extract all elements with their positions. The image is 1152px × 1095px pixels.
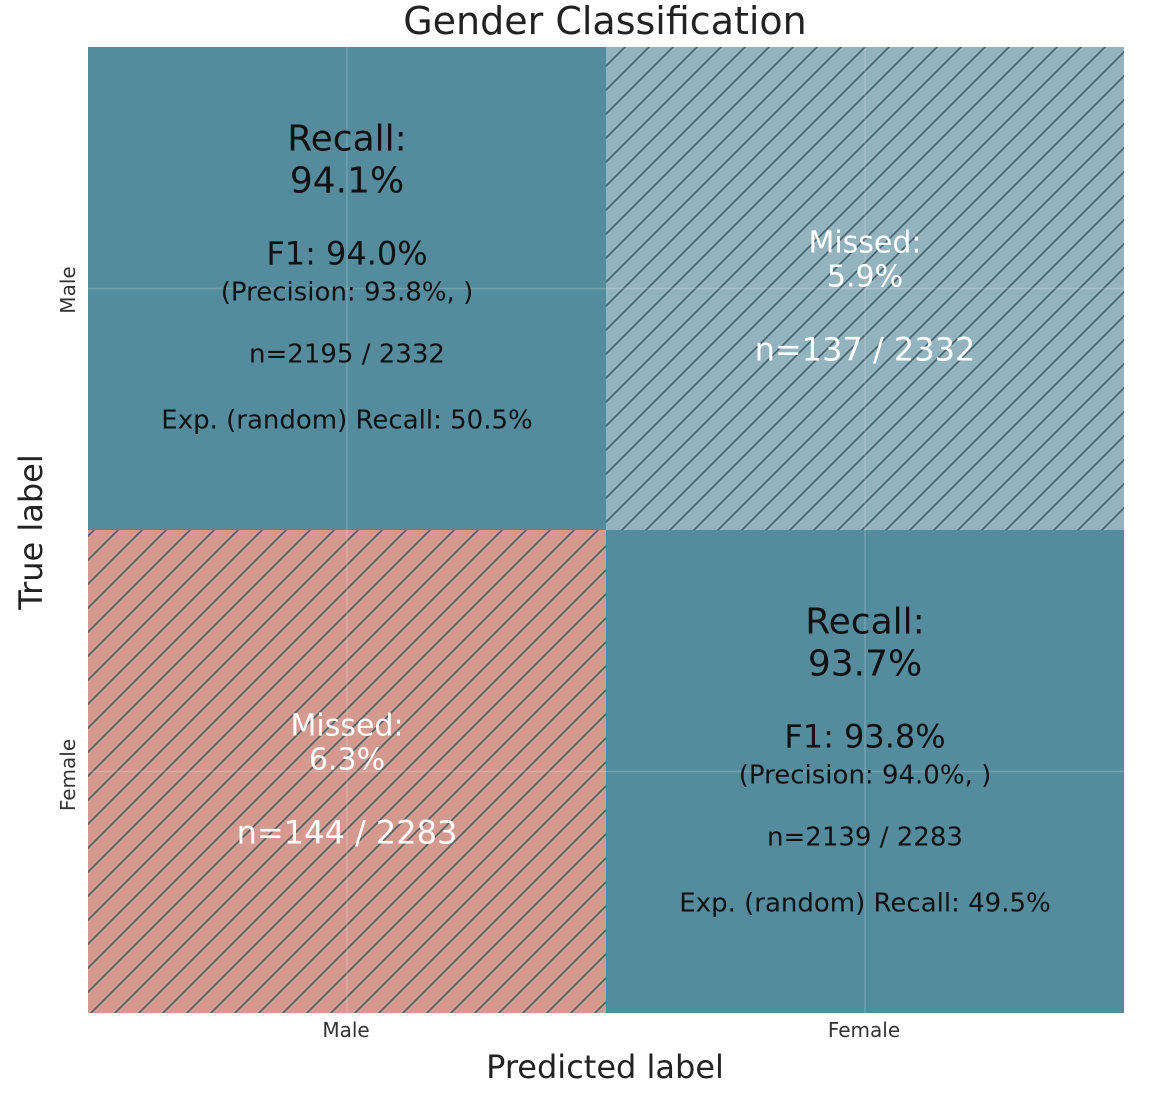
cell-male-female-label-2: n=137 / 2332 (755, 331, 976, 369)
cell-female-female-label-0: Recall: (805, 602, 925, 643)
grid-lines (88, 47, 1124, 1013)
cell-male-male-label-4: n=2195 / 2332 (249, 340, 445, 370)
cell-female-female-label-5: Exp. (random) Recall: 49.5% (679, 889, 1050, 919)
cell-male-male-label-2: F1: 94.0% (266, 235, 427, 273)
cell-female-female (606, 530, 1124, 1013)
cell-male-male-label-3: (Precision: 93.8%, ) (221, 278, 473, 308)
cell-female-female-label-2: F1: 93.8% (784, 718, 945, 756)
cell-male-female-label-1: 5.9% (827, 260, 903, 295)
chart-title: Gender Classification (403, 0, 807, 43)
cell-female-male-label-2: n=144 / 2283 (237, 814, 458, 852)
x-tick-label-female: Female (828, 1018, 900, 1042)
cell-male-male (88, 47, 606, 530)
y-tick-label-female: Female (56, 739, 80, 811)
cell-female-male-label-1: 6.3% (309, 743, 385, 778)
cell-female-female-label-4: n=2139 / 2283 (767, 823, 963, 853)
y-axis-label: True label (12, 454, 50, 611)
cell-annotations: Recall:94.1%F1: 94.0%(Precision: 93.8%, … (161, 119, 1050, 919)
cell-male-male-label-5: Exp. (random) Recall: 50.5% (161, 406, 532, 436)
cell-male-male-label-1: 94.1% (290, 161, 404, 202)
y-tick-label-male: Male (56, 266, 80, 313)
cell-male-female-hatch (606, 47, 1124, 530)
x-axis-label: Predicted label (486, 1048, 724, 1086)
cell-female-female-label-1: 93.7% (808, 644, 922, 685)
x-tick-label-male: Male (322, 1018, 369, 1042)
cell-female-male-label-0: Missed: (290, 709, 403, 744)
matrix-cells (88, 47, 1124, 1013)
cell-male-male-label-0: Recall: (287, 119, 407, 160)
cell-female-female-label-3: (Precision: 94.0%, ) (739, 761, 991, 791)
cell-female-male-hatch (88, 530, 606, 1013)
cell-male-female-label-0: Missed: (808, 226, 921, 261)
